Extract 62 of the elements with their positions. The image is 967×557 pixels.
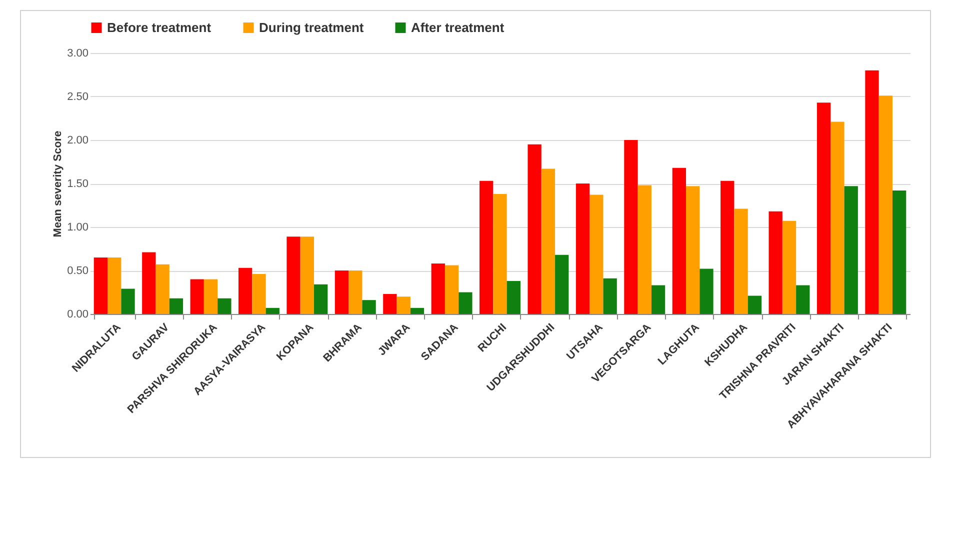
y-tick-label: 0.50: [67, 265, 88, 277]
bar: [480, 180, 494, 314]
bar: [362, 300, 376, 314]
bar: [121, 288, 135, 314]
bar: [700, 268, 714, 314]
bar: [252, 274, 266, 314]
y-tick-label: 1.50: [67, 178, 88, 190]
y-tick-label: 1.00: [67, 222, 88, 234]
bar: [830, 122, 844, 314]
bar: [300, 236, 314, 314]
bar: [844, 186, 858, 314]
bar: [458, 292, 472, 314]
bar: [720, 180, 734, 314]
y-tick-label: 2.50: [67, 91, 88, 103]
bar: [493, 194, 507, 314]
bar: [218, 298, 232, 314]
bar: [638, 185, 652, 314]
bar: [590, 194, 604, 314]
bar: [396, 296, 410, 314]
bar: [334, 270, 349, 314]
y-tick-label: 3.00: [67, 48, 88, 60]
bar: [444, 265, 459, 314]
bar: [865, 70, 879, 314]
bar: [410, 308, 424, 314]
legend-label: During treatment: [259, 20, 364, 35]
bar: [266, 308, 280, 314]
bar: [528, 144, 542, 314]
bar: [782, 220, 796, 314]
bar: [108, 257, 122, 314]
bar: [169, 298, 184, 314]
bar: [383, 294, 397, 314]
bar: [190, 279, 204, 314]
bar: [796, 285, 810, 314]
bar: [286, 236, 300, 314]
bar: [672, 168, 686, 314]
y-tick-label: 0.00: [67, 308, 88, 320]
bar: [734, 208, 748, 314]
bar: [878, 96, 892, 314]
bar: [314, 284, 328, 314]
bar: [94, 257, 108, 314]
bar: [624, 140, 638, 314]
bar: [892, 190, 906, 314]
bar: [156, 264, 170, 314]
bar: [541, 168, 556, 314]
bar: [768, 211, 782, 314]
bar: [204, 279, 218, 314]
bar: [651, 285, 666, 314]
bar: [238, 268, 252, 314]
bar: [686, 186, 700, 314]
bar: [555, 254, 569, 314]
bar: [603, 278, 617, 314]
bar: [816, 102, 831, 314]
legend-label: After treatment: [411, 20, 505, 35]
y-tick-label: 2.00: [67, 134, 88, 146]
bar: [748, 296, 762, 314]
bar: [576, 184, 590, 314]
legend-label: Before treatment: [107, 20, 212, 35]
y-axis-title: Mean severity Score: [52, 130, 64, 238]
bar: [506, 280, 520, 314]
bar: [431, 264, 445, 314]
bar: [348, 270, 362, 314]
bar: [142, 252, 156, 314]
